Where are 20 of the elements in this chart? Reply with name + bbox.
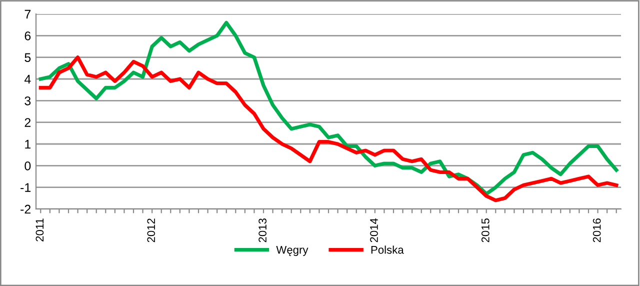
x-tick-label: 2015 xyxy=(481,218,490,242)
x-tick-label: 2014 xyxy=(370,218,378,242)
x-tick-label: 2012 xyxy=(147,218,156,242)
x-tick-label: 2016 xyxy=(592,218,601,242)
y-tick-label: 2 xyxy=(24,118,31,127)
legend-label: Polska xyxy=(371,246,404,254)
y-tick-label: 5 xyxy=(24,53,31,62)
line-series xyxy=(38,20,618,196)
y-tick-label: 1 xyxy=(25,140,31,149)
y-tick-label: 3 xyxy=(24,96,31,106)
y-tick-label: 0 xyxy=(24,161,31,170)
y-tick-label: 4 xyxy=(24,74,31,84)
y-tick-label: -2 xyxy=(20,204,31,214)
legend-label: Węgry xyxy=(276,246,308,256)
line-series xyxy=(38,56,618,202)
y-tick-label: 6 xyxy=(24,31,31,40)
y-tick-label: 7 xyxy=(24,10,31,19)
x-tick-label: 2013 xyxy=(258,218,266,242)
x-tick-label: 2011 xyxy=(36,218,44,242)
y-tick-label: -1 xyxy=(20,183,31,192)
